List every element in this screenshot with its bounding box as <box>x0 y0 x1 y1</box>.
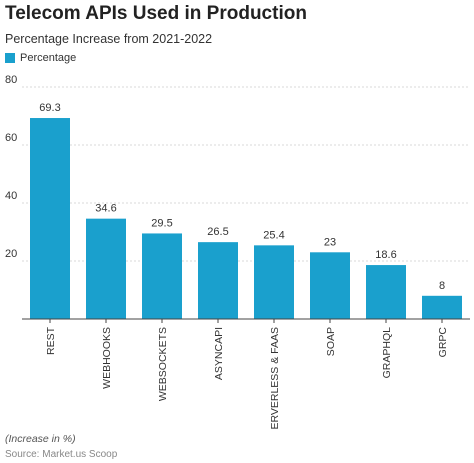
chart-source: Source: Market.us Scoop <box>5 449 118 460</box>
data-label: 8 <box>439 280 445 292</box>
y-tick-label: 20 <box>5 248 17 260</box>
x-tick-label: SOAP <box>325 327 337 356</box>
x-tick-label: ASYNCAPI <box>213 327 225 380</box>
data-label: 29.5 <box>151 217 172 229</box>
chart-subtitle: Percentage Increase from 2021-2022 <box>5 32 213 46</box>
bar <box>142 233 182 319</box>
y-tick-label: 80 <box>5 74 17 86</box>
data-label: 18.6 <box>375 249 396 261</box>
bar <box>30 118 70 319</box>
data-label: 34.6 <box>95 203 116 215</box>
bar <box>422 295 462 319</box>
y-tick-label: 60 <box>5 132 17 144</box>
x-tick-label: SERVERLESS & FAAS <box>269 327 281 430</box>
bar <box>198 242 238 319</box>
x-tick-label: WEBHOOKS <box>101 327 113 389</box>
x-tick-label: GRAPHQL <box>381 327 393 379</box>
y-tick-label: 40 <box>5 190 17 202</box>
bar <box>310 252 350 319</box>
data-label: 23 <box>324 236 336 248</box>
bar <box>366 265 406 319</box>
x-tick-label: WEBSOCKETS <box>157 327 169 401</box>
legend-swatch <box>5 53 15 63</box>
x-tick-label: REST <box>45 326 57 355</box>
chart-title: Telecom APIs Used in Production <box>5 3 307 24</box>
legend-label: Percentage <box>20 52 77 64</box>
bar <box>86 218 126 319</box>
data-label: 25.4 <box>263 229 284 241</box>
bar <box>254 245 294 319</box>
data-label: 69.3 <box>39 102 60 114</box>
data-label: 26.5 <box>207 226 228 238</box>
bar-chart: 20 40 60 80 69.3 REST 34.6 WEBHOOKS 29.5 WEBSOCKE… <box>5 74 470 430</box>
x-tick-label: GRPC <box>437 327 449 358</box>
chart-footnote: (Increase in %) <box>5 433 76 445</box>
legend: Percentage <box>5 52 76 64</box>
